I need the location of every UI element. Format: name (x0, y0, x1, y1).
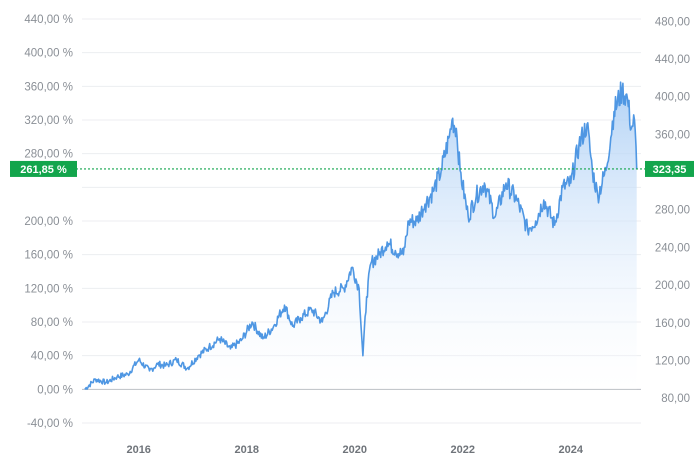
right-tick-label: 120,00 (655, 355, 690, 367)
right-badge-label: 323,35 (653, 164, 687, 176)
left-badge-label: 261,85 % (20, 164, 67, 176)
right-tick-label: 240,00 (655, 242, 690, 254)
right-tick-label: 360,00 (655, 129, 690, 141)
x-tick-label: 2022 (451, 444, 475, 456)
x-tick-label: 2016 (126, 444, 150, 456)
right-tick-label: 280,00 (655, 205, 690, 217)
right-tick-label: 160,00 (655, 318, 690, 330)
right-tick-label: 400,00 (655, 92, 690, 104)
left-tick-label: 80,00 % (31, 317, 73, 329)
right-badge (645, 160, 694, 177)
series-line (84, 81, 638, 390)
area-fill (84, 82, 637, 390)
right-tick-label: 440,00 (655, 54, 690, 66)
right-tick-label: 200,00 (655, 280, 690, 292)
right-tick-label: 80,00 (661, 393, 690, 405)
current-value-badges: 261,85 % 323,35 (10, 160, 694, 177)
left-tick-label: 160,00 % (24, 250, 73, 262)
x-tick-label: 2024 (559, 444, 584, 456)
x-tick-label: 2020 (343, 444, 367, 456)
left-tick-label: 120,00 % (24, 283, 73, 295)
left-badge (10, 160, 77, 177)
left-tick-label: 440,00 % (24, 14, 73, 26)
left-tick-label: -40,00 % (27, 418, 73, 430)
left-tick-label: 40,00 % (31, 351, 73, 363)
price-line (84, 81, 638, 390)
left-tick-label: 360,00 % (24, 81, 73, 93)
x-axis: 2016 2018 2020 2022 2024 (126, 444, 583, 456)
area-fill-path (84, 82, 637, 390)
left-tick-label: 320,00 % (24, 115, 73, 127)
left-tick-label: 280,00 % (24, 149, 73, 161)
left-axis: 440,00 % 400,00 % 360,00 % 320,00 % 280,00 %… (24, 14, 73, 430)
left-tick-label: 0,00 % (37, 384, 73, 396)
left-tick-label: 400,00 % (24, 48, 73, 60)
right-tick-label: 480,00 (655, 16, 690, 28)
right-axis: 480,00 440,00 400,00 360,00 280,00 240,00 200,… (655, 16, 690, 405)
left-tick-label: 200,00 % (24, 216, 73, 228)
x-tick-label: 2018 (234, 444, 258, 456)
